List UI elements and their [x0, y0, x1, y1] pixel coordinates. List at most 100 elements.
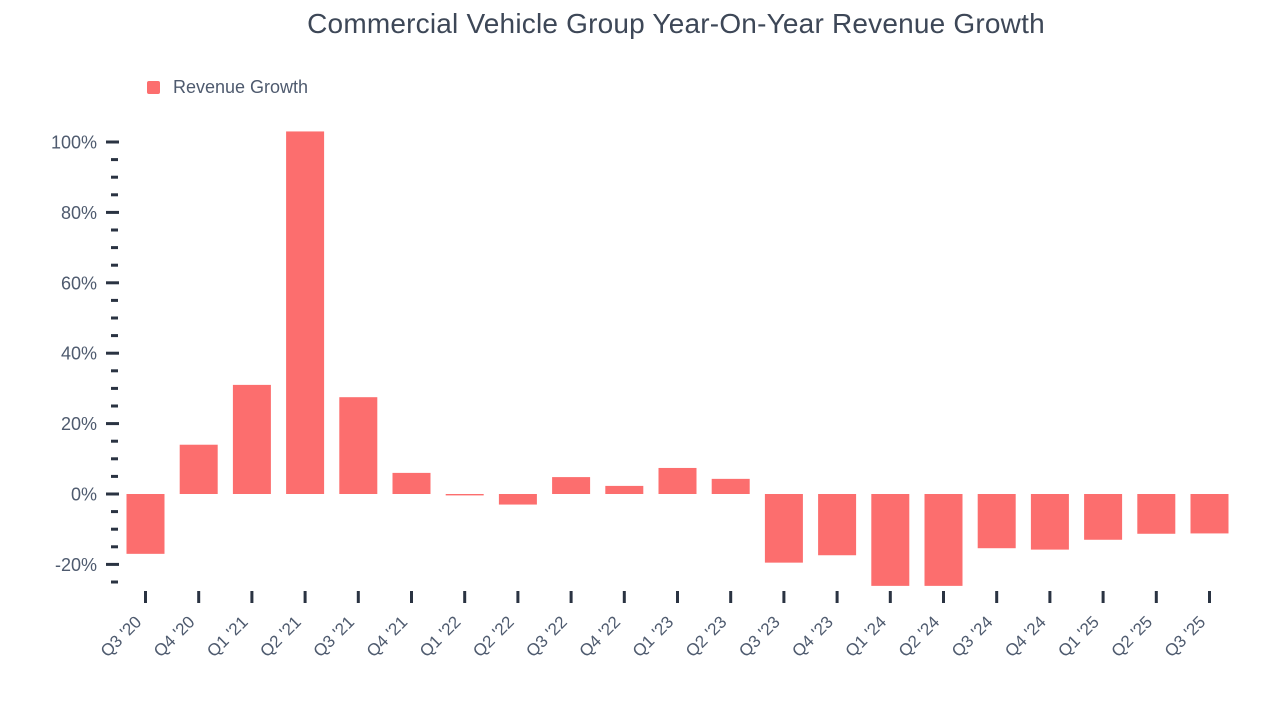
y-axis-tick-label: 80% [61, 203, 97, 223]
bar-q3-21[interactable] [339, 397, 378, 494]
bar-q2-22[interactable] [498, 494, 537, 505]
y-axis-tick-label: 60% [61, 273, 97, 293]
y-axis-minor-tick [111, 316, 118, 320]
y-axis-major-tick [106, 492, 119, 496]
x-axis-tick [676, 591, 679, 603]
bar-q2-21[interactable] [286, 131, 325, 494]
x-axis-tick-label: Q1 '25 [1054, 612, 1102, 660]
x-axis-tick-label: Q2 '23 [682, 612, 730, 660]
x-axis-tick [782, 591, 786, 603]
x-axis-tick-label: Q4 '20 [150, 612, 198, 660]
x-axis-tick-label: Q3 '23 [735, 612, 783, 660]
bar-q1-21[interactable] [232, 384, 271, 494]
legend-item-revenue-growth[interactable]: Revenue Growth [147, 78, 308, 96]
x-axis-tick [144, 591, 147, 603]
y-axis-major-tick [106, 422, 119, 426]
page-title: Commercial Vehicle Group Year-On-Year Re… [307, 8, 1045, 39]
x-axis-tick-label: Q2 '25 [1108, 612, 1156, 660]
y-axis-major-tick [106, 562, 119, 566]
bar-q1-22[interactable] [445, 494, 484, 496]
y-axis-minor-tick [111, 298, 118, 302]
y-axis-minor-tick [111, 228, 118, 232]
y-axis-major-tick [106, 140, 119, 144]
x-axis-tick-label: Q2 '21 [256, 612, 304, 660]
x-axis-tick-label: Q2 '24 [895, 612, 943, 660]
y-axis-minor-tick [111, 369, 118, 373]
bar-q3-23[interactable] [764, 494, 803, 563]
x-axis-tick-label: Q2 '22 [469, 612, 517, 660]
x-axis-tick-label: Q1 '24 [842, 612, 890, 660]
x-axis-tick [569, 591, 573, 603]
y-axis-tick-label: -20% [55, 555, 97, 575]
y-axis-minor-tick [111, 457, 118, 461]
y-axis-major-tick [106, 281, 119, 285]
y-axis-tick-label: 40% [61, 344, 97, 364]
x-axis-tick-label: Q3 '22 [522, 612, 570, 660]
bar-q1-25[interactable] [1084, 494, 1123, 540]
y-axis-minor-tick [111, 175, 118, 179]
x-axis-tick [250, 591, 254, 603]
y-axis-minor-tick [111, 386, 118, 390]
y-axis-minor-tick [111, 263, 118, 267]
legend-swatch-icon [147, 80, 160, 94]
x-axis-tick-label: Q3 '21 [310, 612, 358, 660]
x-axis-tick [942, 591, 945, 603]
x-axis-tick [197, 591, 201, 603]
bar-q3-24[interactable] [977, 494, 1016, 549]
y-axis-minor-tick [111, 158, 118, 162]
bar-q2-23[interactable] [711, 478, 750, 494]
y-axis-minor-tick [111, 193, 118, 197]
y-axis-major-tick [106, 351, 119, 355]
bar-q2-25[interactable] [1137, 494, 1176, 534]
y-axis-minor-tick [111, 439, 118, 443]
x-axis-tick [1048, 591, 1052, 603]
x-axis-tick [888, 591, 892, 603]
x-axis-tick [463, 591, 467, 603]
bar-q1-23[interactable] [658, 467, 697, 494]
x-axis-tick-label: Q3 '25 [1161, 612, 1209, 660]
bar-q4-23[interactable] [818, 494, 857, 556]
x-axis-tick [1154, 591, 1158, 603]
bar-q2-24[interactable] [924, 494, 963, 586]
x-axis-tick-label: Q4 '23 [788, 612, 836, 660]
x-axis-tick [516, 591, 520, 603]
bar-q4-21[interactable] [392, 472, 431, 494]
y-axis-major-tick [106, 210, 119, 214]
bar-q3-20[interactable] [126, 494, 165, 554]
x-axis-tick [303, 591, 307, 603]
x-axis-tick-label: Q4 '24 [1001, 612, 1049, 660]
bar-q1-24[interactable] [871, 494, 910, 586]
x-axis-tick-label: Q4 '22 [576, 612, 624, 660]
y-axis-minor-tick [111, 474, 118, 478]
x-axis-tick [995, 591, 999, 603]
bar-q3-22[interactable] [552, 477, 591, 494]
y-axis-minor-tick [111, 580, 118, 584]
y-axis-tick-label: 20% [61, 414, 97, 434]
x-axis-tick [622, 591, 626, 603]
x-axis-tick [729, 591, 733, 603]
x-axis-tick-label: Q1 '23 [629, 612, 677, 660]
y-axis-minor-tick [111, 246, 118, 250]
x-axis-tick [1101, 591, 1105, 603]
x-axis-tick [410, 591, 413, 603]
y-axis-minor-tick [111, 527, 118, 531]
x-axis-tick-label: Q1 '22 [416, 612, 464, 660]
y-axis-minor-tick [111, 334, 118, 338]
x-axis-tick-label: Q3 '24 [948, 612, 996, 660]
x-axis-tick [356, 591, 360, 603]
y-axis-tick-label: 0% [71, 485, 97, 505]
y-axis-minor-tick [111, 510, 118, 514]
x-axis-tick-label: Q1 '21 [203, 612, 251, 660]
bar-q3-25[interactable] [1190, 494, 1229, 534]
bar-q4-24[interactable] [1030, 494, 1069, 550]
bar-q4-20[interactable] [179, 444, 218, 494]
x-axis-tick-label: Q3 '20 [97, 612, 145, 660]
bar-q4-22[interactable] [605, 485, 644, 494]
legend-label: Revenue Growth [173, 77, 309, 97]
y-axis-minor-tick [111, 404, 118, 408]
y-axis-minor-tick [111, 545, 118, 549]
x-axis-tick-label: Q4 '21 [363, 612, 411, 660]
y-axis-tick-label: 100% [51, 133, 97, 153]
